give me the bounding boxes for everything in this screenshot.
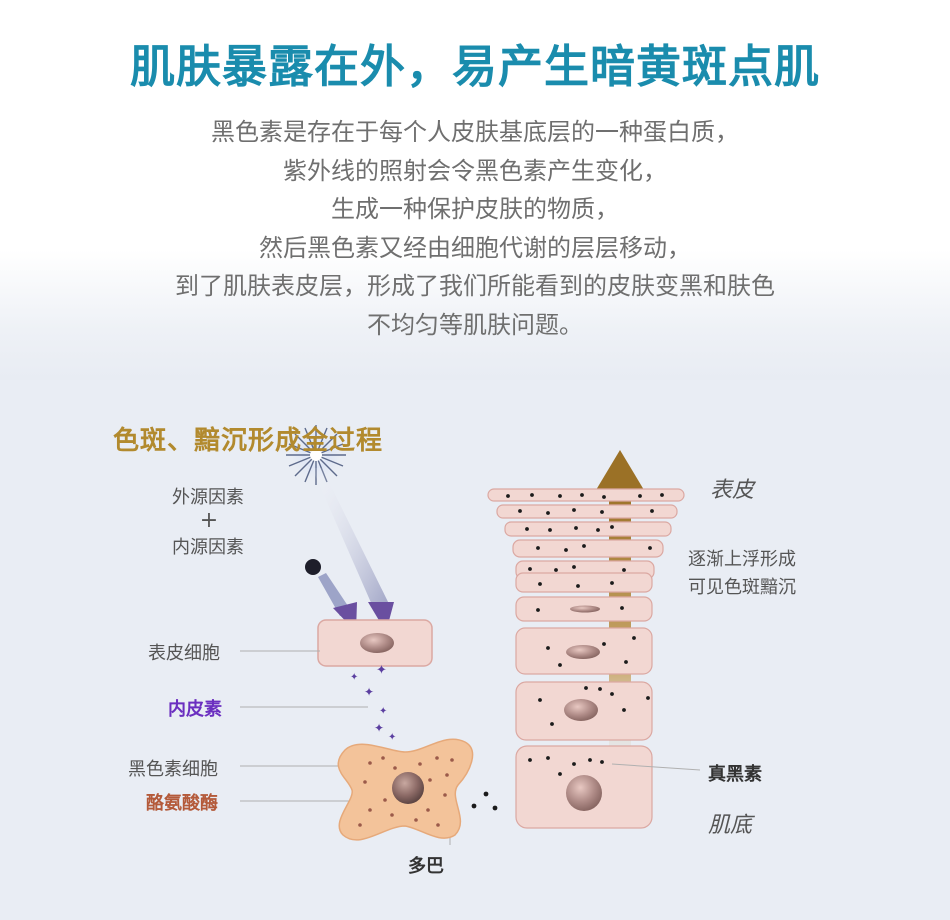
- description-line: 黑色素是存在于每个人皮肤基底层的一种蛋白质，: [211, 118, 739, 146]
- svg-text:✦: ✦: [350, 672, 358, 683]
- melanin-dots: [506, 493, 664, 776]
- svg-text:✦: ✦: [364, 685, 374, 699]
- epidermal-cell: [317, 619, 433, 667]
- description-line: 到了肌肤表皮层，形成了我们所能看到的皮肤变黑和肤色: [175, 272, 775, 300]
- eumelanin-label: 真黑素: [708, 764, 762, 785]
- plus-label: +: [199, 508, 219, 533]
- diagram-title: 色斑、黯沉形成全过程: [113, 426, 384, 456]
- page-title: 肌肤暴露在外，易产生暗黄斑点肌: [129, 40, 820, 93]
- svg-text:✦: ✦: [376, 663, 387, 678]
- description-line: 生成一种保护皮肤的物质，: [331, 195, 619, 223]
- epidermis-label: 表皮: [710, 478, 755, 503]
- melanocyte-label: 黑色素细胞: [128, 759, 218, 780]
- svg-text:✦: ✦: [379, 706, 387, 717]
- description: 黑色素是存在于每个人皮肤基底层的一种蛋白质， 紫外线的照射会令黑色素产生变化， …: [0, 113, 950, 344]
- description-line: 不均匀等肌肤问题。: [367, 310, 583, 339]
- melanocyte-cell: [337, 738, 474, 841]
- epidermal-cell-label: 表皮细胞: [148, 643, 220, 664]
- endothelin-label: 内皮素: [168, 699, 222, 720]
- dopa-label: 多巴: [408, 856, 444, 877]
- particle-icon: [305, 559, 321, 575]
- leader-lines-right: [611, 763, 701, 771]
- svg-text:✦: ✦: [374, 721, 384, 735]
- melanin-transfer-dots: [471, 791, 498, 811]
- tyrosinase-label: 酪氨酸酶: [146, 793, 218, 814]
- description-line: 紫外线的照射会令黑色素产生变化，: [283, 156, 667, 185]
- description-line: 然后黑色素又经由细胞代谢的层层移动，: [259, 233, 691, 262]
- basal-layer-label: 肌底: [708, 813, 753, 838]
- uv-star-icon: [286, 425, 346, 485]
- internal-factor-label: 内源因素: [172, 537, 244, 558]
- skin-layer-stack: [487, 488, 685, 829]
- svg-text:✦: ✦: [388, 732, 396, 743]
- rise-label-line2: 可见色斑黯沉: [688, 577, 796, 598]
- diagram-graphic: ✦ ✦ ✦ ✦ ✦ ✦: [240, 425, 701, 845]
- rise-label-line1: 逐渐上浮形成: [688, 549, 796, 570]
- melanin-process-diagram: ✦ ✦ ✦ ✦ ✦ ✦: [0, 380, 950, 920]
- header-section: 肌肤暴露在外，易产生暗黄斑点肌 黑色素是存在于每个人皮肤基底层的一种蛋白质， 紫…: [0, 0, 950, 380]
- external-factor-label: 外源因素: [172, 487, 244, 508]
- endothelin-particles: ✦ ✦ ✦ ✦ ✦ ✦: [350, 663, 396, 743]
